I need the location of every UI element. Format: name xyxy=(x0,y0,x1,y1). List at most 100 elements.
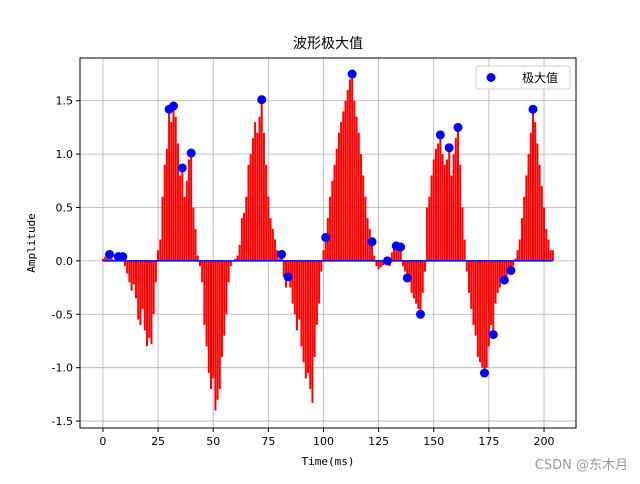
bar xyxy=(514,258,517,261)
bar xyxy=(364,196,367,261)
bar xyxy=(262,132,265,261)
bar xyxy=(335,148,338,261)
bar xyxy=(479,260,482,363)
bar xyxy=(463,239,466,261)
bar xyxy=(371,241,373,261)
bar xyxy=(419,260,422,315)
bar xyxy=(271,228,274,261)
bar xyxy=(135,260,138,299)
bar xyxy=(194,228,197,261)
bar xyxy=(287,260,290,277)
bar xyxy=(311,260,314,403)
bar xyxy=(146,260,149,347)
bar xyxy=(540,186,543,261)
bar xyxy=(432,159,435,261)
bar xyxy=(373,255,376,261)
bar xyxy=(291,260,294,304)
y-tick-label: 1.0 xyxy=(56,148,74,161)
bar xyxy=(340,122,343,261)
bar xyxy=(401,260,404,267)
bar xyxy=(527,154,530,261)
bar xyxy=(404,260,407,272)
bar xyxy=(282,260,285,277)
bar xyxy=(415,260,418,304)
bar xyxy=(240,218,243,261)
bar xyxy=(366,218,369,261)
bar xyxy=(148,260,151,338)
bar xyxy=(276,250,279,261)
bar xyxy=(205,260,208,347)
bar xyxy=(296,260,299,331)
bar xyxy=(470,260,473,309)
bar xyxy=(501,260,504,283)
bar xyxy=(320,260,323,272)
bar xyxy=(313,260,316,357)
bar xyxy=(408,260,411,283)
bar xyxy=(423,260,426,272)
bar xyxy=(437,143,440,261)
bar xyxy=(304,260,307,379)
legend-marker xyxy=(486,73,496,82)
bar xyxy=(543,207,546,261)
maximum-point xyxy=(367,237,377,247)
bar xyxy=(333,164,336,261)
maximum-point xyxy=(435,130,445,140)
bar xyxy=(465,260,468,272)
bar xyxy=(518,239,521,261)
bar xyxy=(247,164,250,261)
bar xyxy=(421,260,424,293)
bar xyxy=(154,260,157,283)
bar xyxy=(225,260,228,315)
bar xyxy=(454,138,457,261)
bar xyxy=(318,260,321,304)
bar xyxy=(181,167,184,261)
bar xyxy=(417,260,420,309)
bar xyxy=(207,260,210,374)
bar xyxy=(397,250,400,261)
bar xyxy=(538,164,541,261)
x-tick-label: 150 xyxy=(423,435,444,448)
bar xyxy=(256,132,259,261)
bar xyxy=(351,74,354,261)
bar xyxy=(212,260,215,379)
bar xyxy=(390,252,393,261)
bar xyxy=(445,159,448,261)
bar xyxy=(362,175,365,261)
bar xyxy=(218,260,221,390)
bar xyxy=(448,147,451,261)
bar xyxy=(481,260,484,368)
bar xyxy=(507,260,510,272)
bar xyxy=(190,153,193,261)
bar xyxy=(342,111,345,261)
bar xyxy=(269,218,272,261)
bar xyxy=(348,79,351,261)
bar xyxy=(273,239,276,261)
bar xyxy=(439,134,442,261)
chart-title: 波形极大值 xyxy=(293,36,363,52)
bar xyxy=(395,245,398,261)
bar xyxy=(267,196,270,261)
watermark: CSDN @东木月 xyxy=(535,458,628,473)
bar xyxy=(443,164,446,261)
legend-label: 极大值 xyxy=(522,70,558,85)
bar xyxy=(474,260,477,336)
bar xyxy=(441,154,444,261)
x-tick-label: 0 xyxy=(99,435,106,448)
bar xyxy=(496,260,499,293)
maximum-point xyxy=(488,330,498,340)
maximum-point xyxy=(499,275,509,285)
bar xyxy=(525,175,528,261)
bar xyxy=(258,116,261,261)
maximum-point xyxy=(506,265,516,275)
bar xyxy=(483,260,486,374)
bar xyxy=(157,250,160,261)
bar xyxy=(245,196,248,261)
bar xyxy=(300,260,303,347)
bar xyxy=(159,239,162,261)
bar xyxy=(322,250,325,261)
bar xyxy=(353,100,356,261)
bar xyxy=(476,260,479,357)
bar xyxy=(254,122,257,261)
bar xyxy=(106,257,109,261)
